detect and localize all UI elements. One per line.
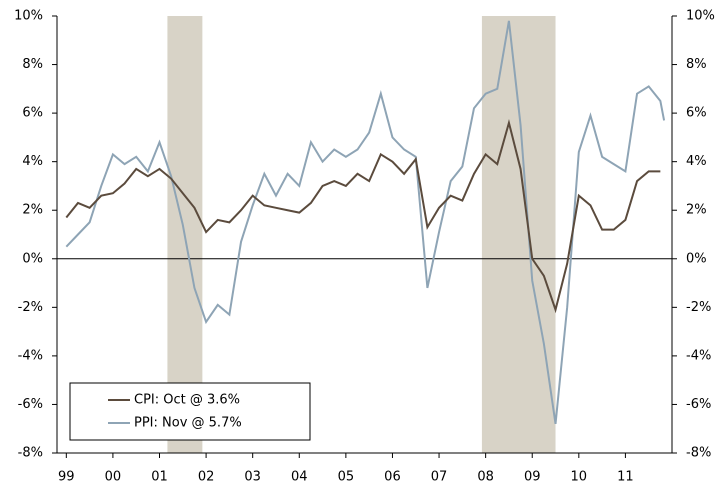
x-tick-label: 09	[524, 470, 541, 485]
x-tick-label: 03	[244, 470, 261, 485]
y2-tick-label: 8%	[686, 57, 707, 72]
y2-tick-label: 0%	[686, 251, 707, 266]
x-tick-label: 01	[151, 470, 168, 485]
y-tick-label: -6%	[18, 397, 43, 412]
series-line	[65, 118, 661, 314]
x-tick-label: 02	[198, 470, 215, 485]
y-tick-label: -2%	[18, 300, 43, 315]
y2-tick-label: -2%	[686, 300, 711, 315]
x-tick-label: 08	[477, 470, 494, 485]
y2-tick-label: -8%	[686, 446, 711, 461]
x-tick-label: 06	[384, 470, 401, 485]
y-tick-label: -4%	[18, 348, 43, 363]
legend-label: PPI: Nov @ 5.7%	[134, 416, 242, 431]
y2-tick-label: -6%	[686, 397, 711, 412]
y2-tick-label: -4%	[686, 348, 711, 363]
x-tick-label: 04	[291, 470, 308, 485]
y-tick-label: 10%	[14, 9, 43, 24]
x-tick-label: 00	[105, 470, 122, 485]
y-tick-label: 6%	[22, 106, 43, 121]
y2-tick-label: 10%	[686, 9, 715, 24]
y-tick-label: 2%	[22, 203, 43, 218]
legend-box	[69, 382, 311, 441]
y-tick-label: 8%	[22, 57, 43, 72]
y2-tick-label: 2%	[686, 203, 707, 218]
y2-tick-label: 6%	[686, 106, 707, 121]
series-line	[65, 20, 666, 425]
x-tick-label: 11	[617, 470, 634, 485]
y2-tick-label: 4%	[686, 154, 707, 169]
y-tick-label: 4%	[22, 154, 43, 169]
y-tick-label: 0%	[22, 251, 43, 266]
x-tick-label: 10	[571, 470, 588, 485]
x-tick-label: 05	[338, 470, 355, 485]
recession-shade	[481, 16, 556, 453]
x-tick-label: 99	[58, 470, 75, 485]
legend-label: CPI: Oct @ 3.6%	[134, 393, 240, 408]
y-tick-label: -8%	[18, 446, 43, 461]
x-tick-label: 07	[431, 470, 448, 485]
